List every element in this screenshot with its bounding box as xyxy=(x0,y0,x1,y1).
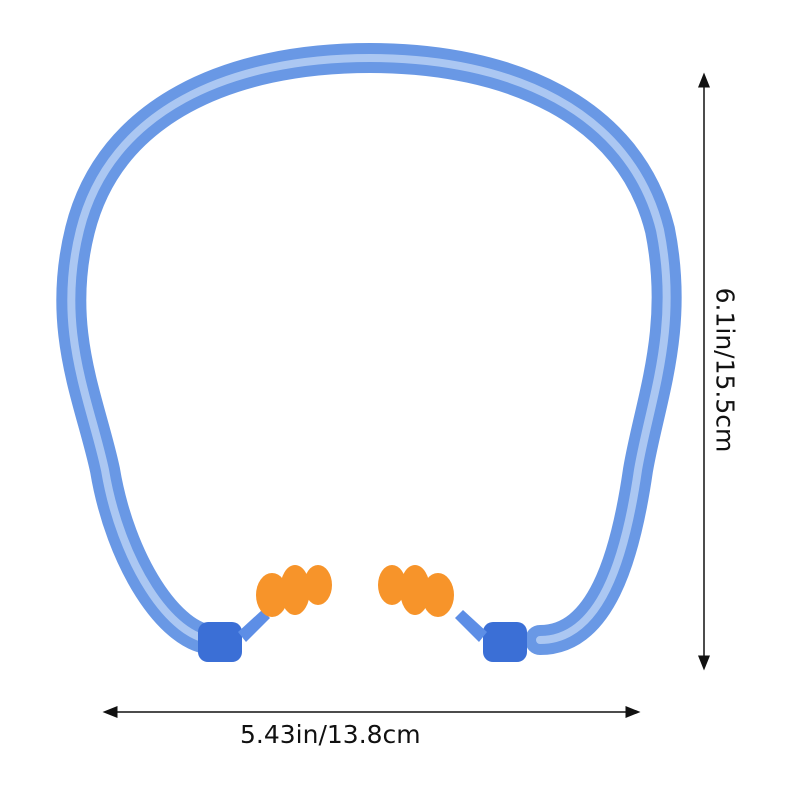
height-dimension-label: 6.1in/15.5cm xyxy=(710,287,740,453)
earplug-right-icon xyxy=(378,565,454,617)
width-dimension-label: 5.43in/13.8cm xyxy=(240,720,421,749)
earplug-left-icon xyxy=(256,565,332,617)
headband-icon xyxy=(56,42,682,662)
